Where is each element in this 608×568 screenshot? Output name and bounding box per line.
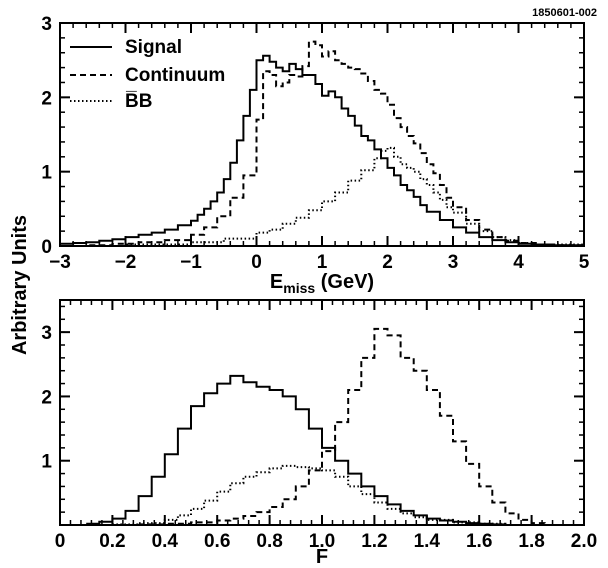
bottom-y-tick-labels: 1 2 3 [41,323,52,473]
series-solid [60,54,585,247]
x-tick-label: 0.2 [99,531,125,552]
y-tick-label: 1 [41,163,52,184]
y-tick-label: 3 [41,323,52,344]
y-tick-label: 1 [41,452,52,473]
series-solid [86,374,507,526]
bottom-panel: 0 0.2 0.4 0.6 0.8 1.0 1.2 1.4 1.6 1.8 2.0 1 2 3 F [41,299,598,568]
x-tick-label: −3 [49,252,71,273]
series-dotted [112,464,507,526]
top-y-tick-labels: 0 1 2 3 [41,14,52,258]
x-tick-label: 1.8 [518,531,544,552]
y-tick-label: 2 [41,88,52,109]
top-series [60,40,585,247]
x-tick-label: 0 [251,252,262,273]
bottom-x-tick-labels: 0 0.2 0.4 0.6 0.8 1.0 1.2 1.4 1.6 1.8 2.0 [55,531,598,552]
legend-label-continuum: Continuum [125,65,225,86]
x-tick-label: 0.6 [204,531,230,552]
x-tick-label: 0.4 [152,531,179,552]
y-tick-label: 3 [41,14,52,35]
legend-label-bbbar: B̅B [125,91,152,112]
bottom-series [86,327,546,526]
series-dotted [60,146,585,247]
x-tick-label: 1 [317,252,328,273]
x-tick-label: 3 [448,252,459,273]
x-tick-label: 0.8 [256,531,282,552]
legend: Signal Continuum B̅B [70,37,225,112]
figure-id: 1850601-002 [532,7,597,19]
bottom-x-axis-title: F [316,546,328,568]
series-dashed [60,40,585,247]
top-x-axis-title: Emiss (GeV) [270,271,374,296]
top-x-tick-labels: −3 −2 −1 0 1 2 3 4 5 [49,252,590,273]
y-axis-title: Arbitrary Units [9,215,31,355]
y-tick-label: 0 [41,237,52,258]
x-tick-label: 1.4 [414,531,441,552]
top-panel: −3 −2 −1 0 1 2 3 4 5 0 1 2 3 Emiss (GeV) Signal Con… [41,14,589,296]
x-tick-label: 2.0 [571,531,597,552]
x-tick-label: 4 [513,252,524,273]
x-tick-label: 1.2 [361,531,387,552]
x-tick-label: 1.6 [466,531,492,552]
bottom-plot-frame [59,299,585,526]
x-tick-label: 0 [55,531,66,552]
x-tick-label: −2 [115,252,137,273]
y-tick-label: 2 [41,387,52,408]
x-tick-label: 2 [382,252,393,273]
x-tick-label: −1 [180,252,202,273]
x-tick-label: 1.0 [309,531,335,552]
series-dashed [138,327,546,526]
legend-label-signal: Signal [125,37,182,58]
x-tick-label: 5 [579,252,590,273]
bottom-ticks [59,300,585,526]
